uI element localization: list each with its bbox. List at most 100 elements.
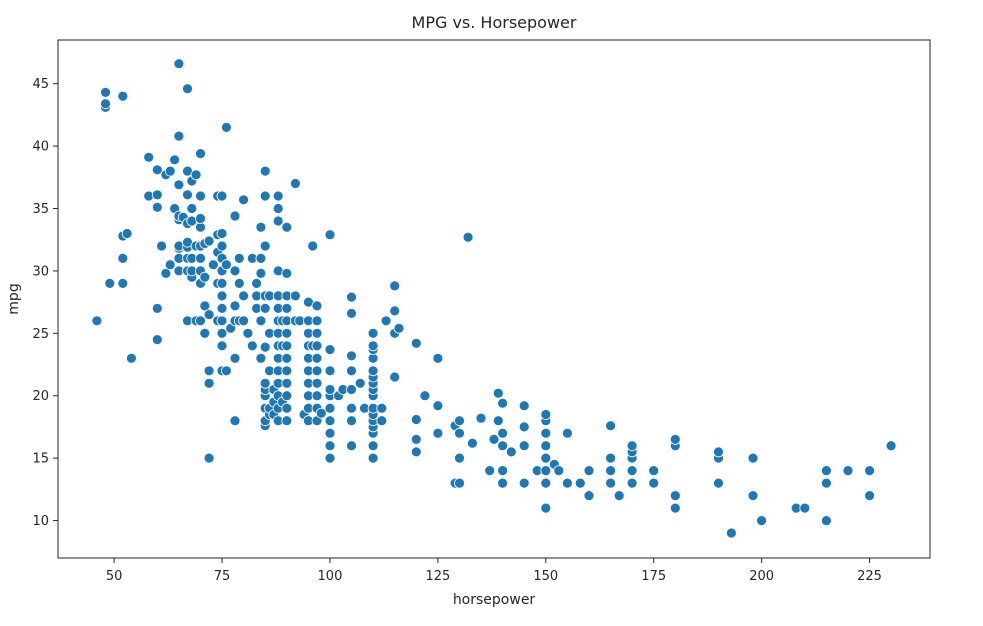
data-point xyxy=(454,452,465,464)
data-point xyxy=(311,352,323,364)
data-point xyxy=(199,271,211,283)
data-point xyxy=(199,300,211,312)
data-point xyxy=(281,302,293,314)
data-point xyxy=(169,154,181,166)
data-point xyxy=(419,390,431,402)
data-point xyxy=(251,277,263,289)
data-point xyxy=(216,240,228,252)
data-point xyxy=(540,452,552,464)
data-point xyxy=(156,240,168,252)
data-point xyxy=(324,344,336,356)
data-point xyxy=(160,267,172,279)
data-point xyxy=(238,290,250,302)
data-point xyxy=(492,387,504,399)
data-point xyxy=(233,277,245,289)
data-point xyxy=(747,490,759,502)
data-point xyxy=(648,465,660,477)
data-point xyxy=(497,397,509,409)
data-point xyxy=(540,502,552,514)
data-point xyxy=(484,465,496,477)
data-point xyxy=(281,402,293,414)
data-point xyxy=(324,402,336,414)
data-point xyxy=(311,390,323,402)
y-tick-label: 30 xyxy=(32,264,49,279)
data-point xyxy=(216,327,228,339)
data-point xyxy=(117,90,129,102)
data-point xyxy=(281,365,293,377)
data-point xyxy=(518,421,530,433)
data-point xyxy=(272,203,284,214)
data-point xyxy=(281,267,293,279)
data-point xyxy=(540,465,552,477)
data-point xyxy=(151,302,163,314)
data-point xyxy=(497,477,509,489)
x-tick-label: 200 xyxy=(749,569,774,584)
data-point xyxy=(121,228,133,239)
data-point xyxy=(186,203,198,214)
data-point xyxy=(311,365,323,377)
data-point xyxy=(216,277,228,289)
data-point xyxy=(259,341,271,353)
data-point xyxy=(311,327,323,339)
data-point xyxy=(281,377,293,389)
data-point xyxy=(713,477,724,489)
data-point xyxy=(562,427,573,439)
data-point xyxy=(259,302,271,314)
data-point xyxy=(885,440,897,452)
data-point xyxy=(346,350,357,362)
data-point xyxy=(229,265,241,277)
data-point xyxy=(562,477,573,489)
data-point xyxy=(410,337,422,349)
data-point xyxy=(583,490,595,502)
data-point xyxy=(324,452,336,464)
x-axis-label: horsepower xyxy=(453,592,536,608)
data-point xyxy=(229,352,241,364)
data-point xyxy=(117,252,129,264)
data-point xyxy=(281,415,293,427)
data-point xyxy=(281,390,293,402)
data-point xyxy=(315,407,327,419)
data-point xyxy=(462,231,474,243)
data-point xyxy=(173,130,185,142)
data-point xyxy=(182,189,193,201)
data-point xyxy=(255,352,267,364)
data-point xyxy=(151,201,163,213)
data-point xyxy=(454,415,465,427)
chart-title: MPG vs. Horsepower xyxy=(412,13,577,32)
data-point xyxy=(324,229,336,241)
data-point xyxy=(454,427,465,439)
data-point xyxy=(747,452,759,464)
data-point xyxy=(324,384,336,395)
data-point xyxy=(367,365,379,377)
data-point xyxy=(605,420,616,432)
data-point xyxy=(311,340,323,352)
y-axis: 10 15 20 25 30 35 40 45 xyxy=(32,77,58,529)
data-point xyxy=(259,377,271,389)
data-point xyxy=(324,365,336,377)
y-axis-label: mpg xyxy=(6,283,22,314)
data-point xyxy=(518,477,530,489)
data-point xyxy=(346,365,357,377)
data-point xyxy=(626,465,638,477)
y-tick-label: 25 xyxy=(32,327,49,342)
data-point xyxy=(346,291,357,303)
y-tick-label: 15 xyxy=(32,452,49,467)
data-point xyxy=(821,515,832,526)
data-point xyxy=(669,490,681,502)
data-point xyxy=(104,277,116,289)
data-point xyxy=(346,402,357,414)
data-point xyxy=(389,305,401,317)
data-point xyxy=(195,213,206,224)
data-point xyxy=(255,315,267,327)
x-tick-label: 150 xyxy=(533,569,558,584)
data-point xyxy=(151,189,163,201)
x-tick-label: 100 xyxy=(318,569,343,584)
data-point xyxy=(821,477,832,489)
data-point xyxy=(389,371,401,383)
data-point xyxy=(376,402,388,414)
data-point xyxy=(842,465,854,477)
data-point xyxy=(346,440,357,452)
data-point xyxy=(143,151,155,163)
